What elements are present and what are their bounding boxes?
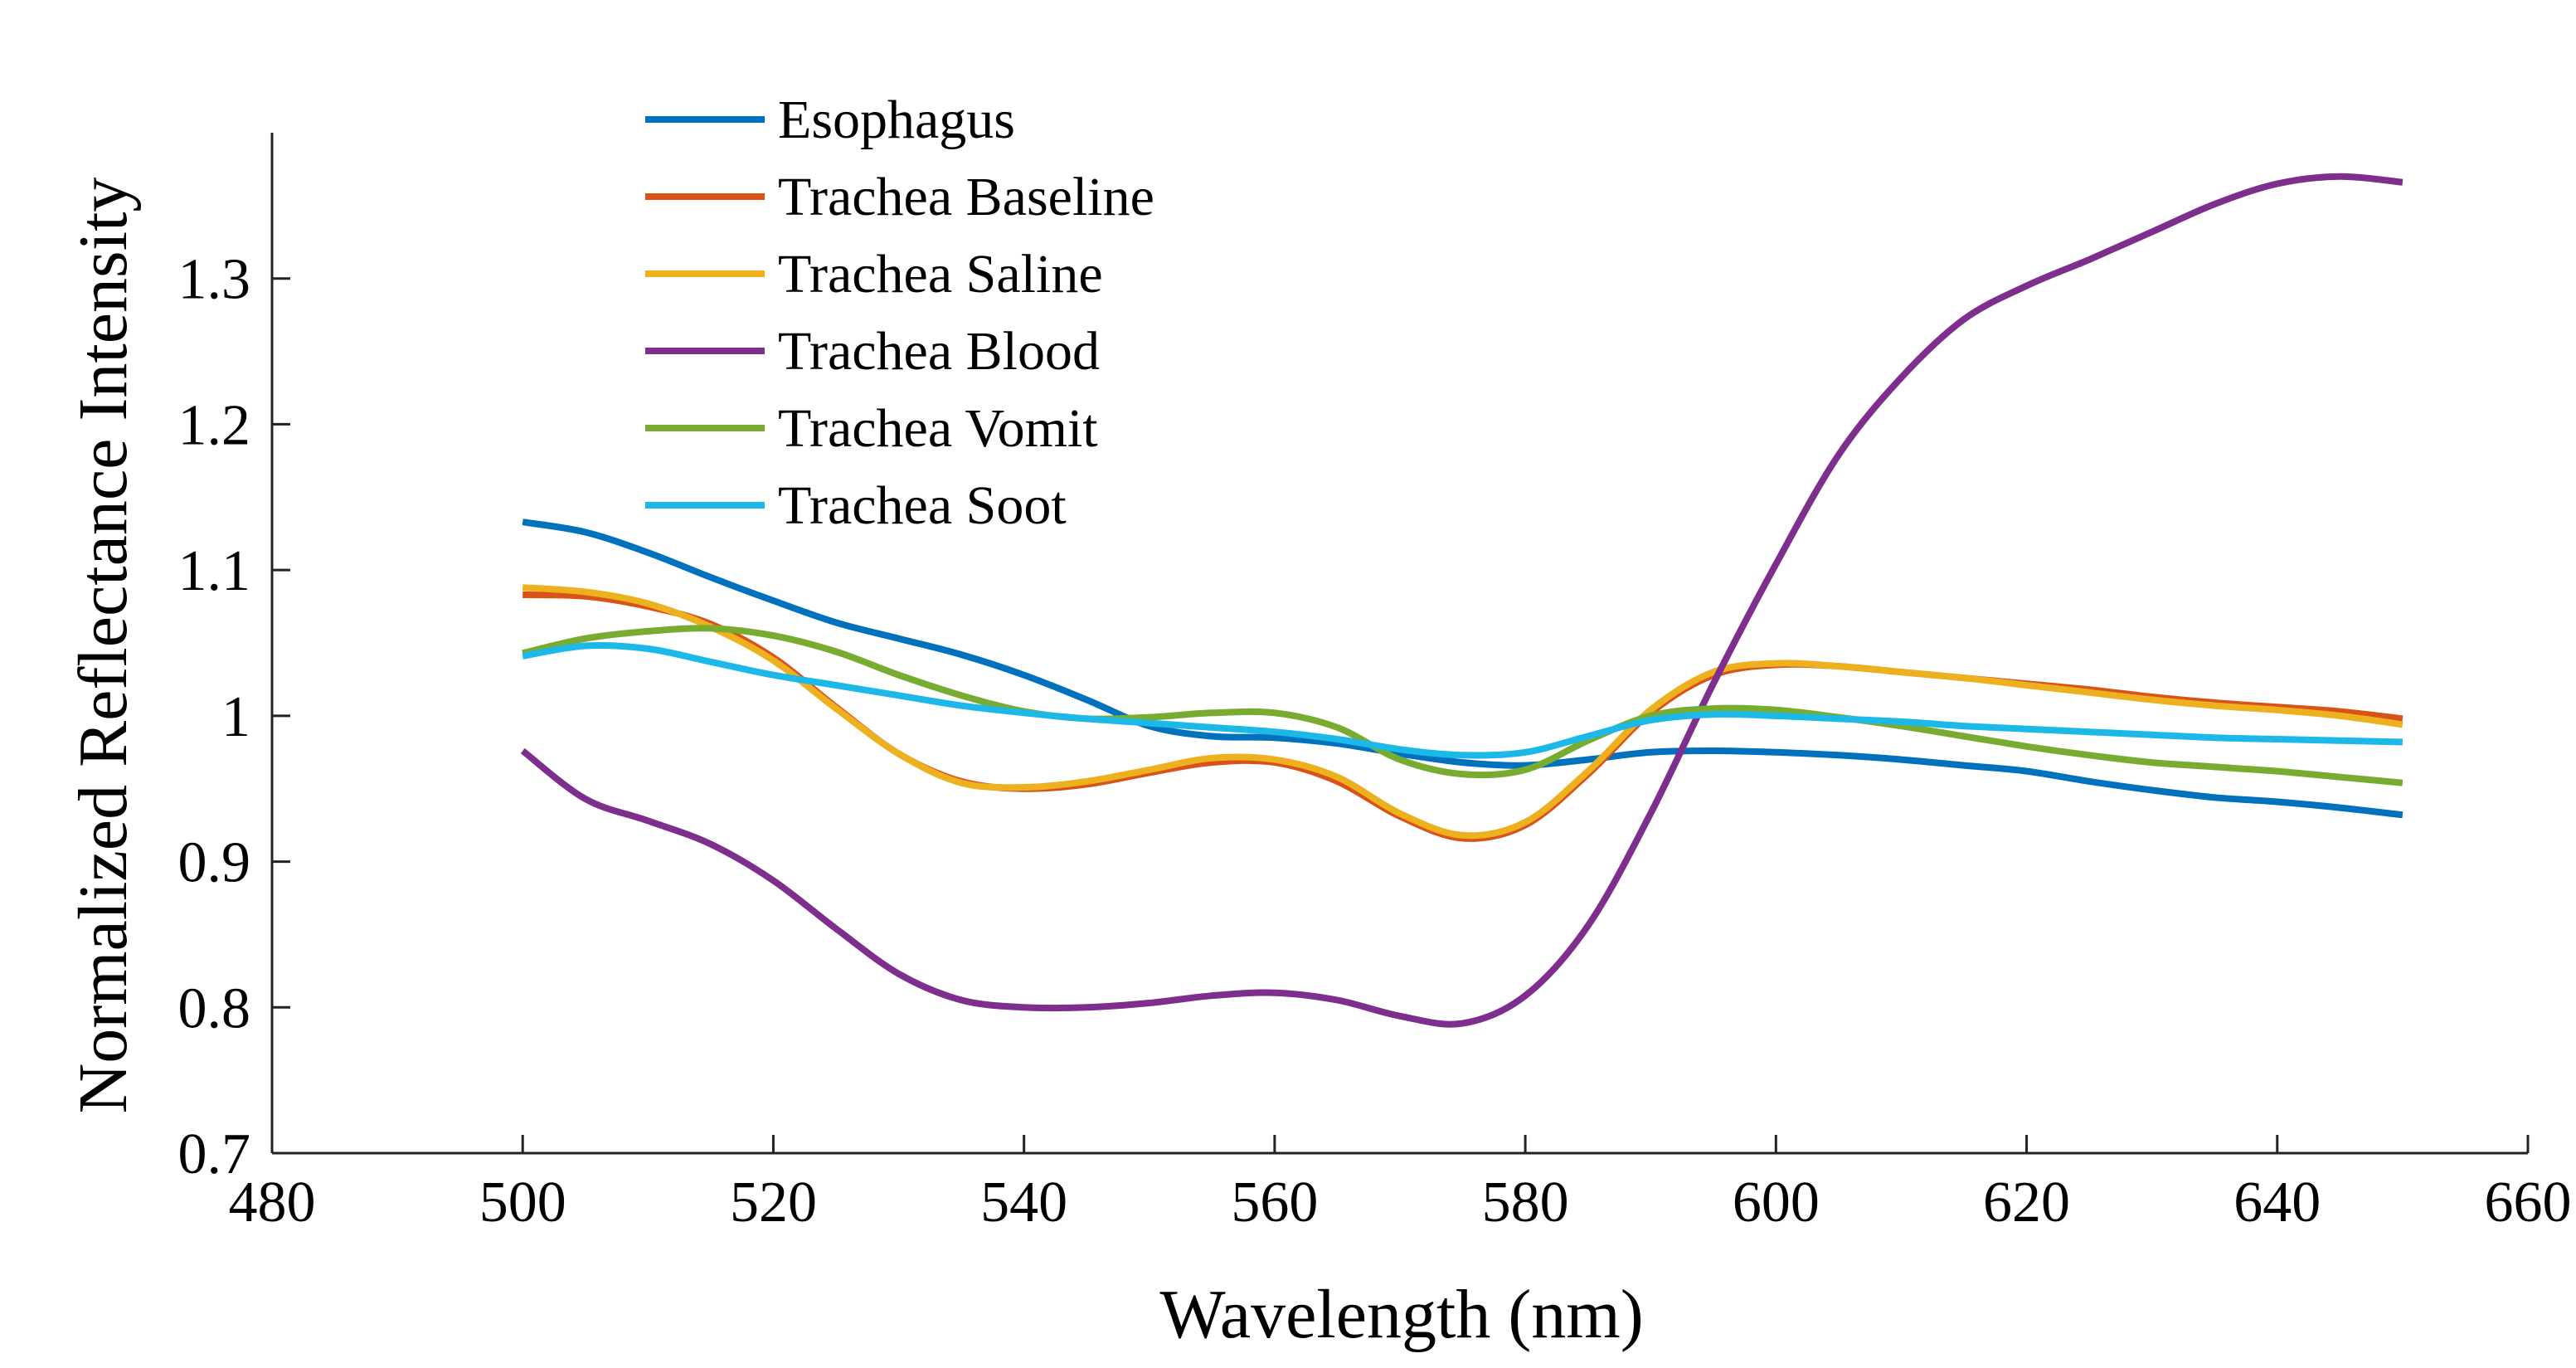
x-tick-label: 520 <box>730 1171 817 1234</box>
series-line-trachea-saline <box>522 584 2403 840</box>
axes-layer <box>270 133 2528 1155</box>
x-tick-label: 660 <box>2485 1171 2572 1234</box>
y-tick-label: 1.2 <box>178 393 251 457</box>
legend-label-esophagus: Esophagus <box>778 90 1015 150</box>
legend-label-trachea-saline: Trachea Saline <box>778 244 1103 304</box>
series-line-esophagus <box>522 518 2403 819</box>
y-tick-label: 0.7 <box>178 1122 251 1186</box>
x-tick-label: 640 <box>2233 1171 2321 1234</box>
ticks-layer: 480 500 520 540 560 580 600 620 640 660 0.7 0.8 0.9 1… <box>178 248 2572 1234</box>
legend-label-trachea-vomit: Trachea Vomit <box>778 398 1098 459</box>
x-tick-label: 600 <box>1733 1171 1820 1234</box>
x-tick-label: 540 <box>980 1171 1067 1234</box>
x-tick-label: 560 <box>1231 1171 1318 1234</box>
x-tick-label: 580 <box>1482 1171 1569 1234</box>
y-tick-label: 1.3 <box>178 248 251 312</box>
x-axis-title: Wavelength (nm) <box>1159 1276 1643 1353</box>
legend-label-trachea-blood: Trachea Blood <box>778 321 1100 382</box>
x-tick-label: 500 <box>479 1171 566 1234</box>
legend: Esophagus Trachea Baseline Trachea Saline T… <box>645 90 1154 536</box>
series-layer <box>520 173 2403 1028</box>
legend-label-trachea-soot: Trachea Soot <box>778 475 1067 536</box>
y-tick-label: 0.9 <box>178 831 251 895</box>
x-tick-label: 620 <box>1983 1171 2070 1234</box>
series-line-trachea-soot <box>522 641 2403 759</box>
legend-label-trachea-baseline: Trachea Baseline <box>778 167 1154 227</box>
y-tick-label: 0.8 <box>178 976 251 1040</box>
series-line-trachea-vomit <box>522 625 2403 786</box>
y-axis-title: Normalized Reflectance Intensity <box>65 178 142 1114</box>
series-line-trachea-blood <box>520 173 2403 1028</box>
y-tick-label: 1.1 <box>178 539 251 603</box>
x-tick-label: 480 <box>229 1171 316 1234</box>
y-tick-label: 1 <box>221 685 250 749</box>
